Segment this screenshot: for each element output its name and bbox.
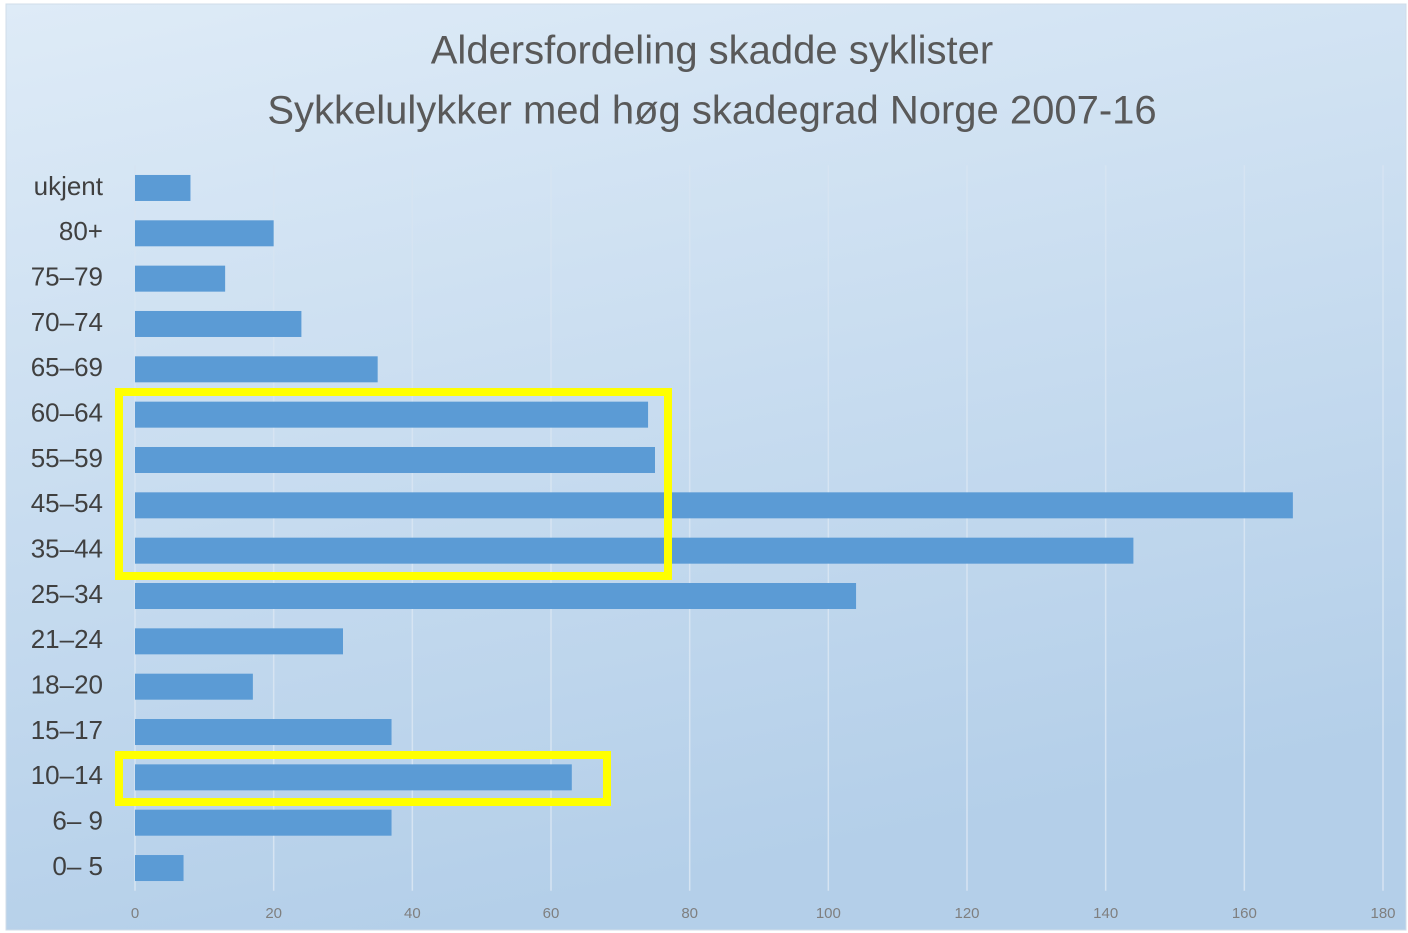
chart-title: Aldersfordeling skadde syklister	[431, 29, 993, 73]
chart-subtitle: Sykkelulykker med høg skadegrad Norge 20…	[267, 89, 1156, 133]
y-tick-label: 75–79	[31, 262, 103, 292]
bar	[135, 809, 392, 836]
x-tick-label: 40	[404, 905, 421, 922]
y-tick-label: 80+	[59, 216, 103, 246]
y-tick-label: 45–54	[31, 488, 103, 518]
y-tick-label: 21–24	[31, 624, 103, 654]
y-tick-label: 0– 5	[52, 851, 103, 881]
y-tick-label: 10–14	[31, 760, 103, 790]
bar	[135, 446, 655, 473]
y-tick-label: 15–17	[31, 715, 103, 745]
bar	[135, 673, 253, 700]
highlight-box	[115, 388, 672, 580]
bar	[135, 310, 302, 337]
x-tick-label: 100	[816, 905, 841, 922]
y-tick-label: 60–64	[31, 398, 103, 428]
bar	[135, 537, 1134, 564]
y-tick-label: 6– 9	[52, 806, 103, 836]
x-tick-label: 20	[265, 905, 282, 922]
x-tick-label: 80	[681, 905, 698, 922]
bar	[135, 492, 1293, 519]
x-tick-label: 60	[543, 905, 560, 922]
x-tick-label: 120	[954, 905, 979, 922]
x-tick-label: 160	[1232, 905, 1257, 922]
x-tick-label: 140	[1093, 905, 1118, 922]
bar	[135, 719, 392, 746]
x-tick-label: 180	[1370, 905, 1395, 922]
bar	[135, 174, 191, 201]
y-tick-label: 55–59	[31, 443, 103, 473]
bar	[135, 855, 184, 882]
bar	[135, 401, 649, 428]
bar	[135, 265, 226, 292]
y-tick-label: 35–44	[31, 534, 103, 564]
highlight-box	[115, 751, 611, 806]
bar	[135, 764, 572, 791]
y-tick-label: ukjent	[34, 171, 104, 201]
x-tick-label: 0	[131, 905, 139, 922]
bar	[135, 628, 343, 655]
y-tick-label: 65–69	[31, 352, 103, 382]
y-tick-label: 70–74	[31, 307, 103, 337]
y-tick-label: 25–34	[31, 579, 103, 609]
bar	[135, 220, 274, 247]
y-tick-label: 18–20	[31, 670, 103, 700]
bar	[135, 583, 857, 610]
bar	[135, 356, 378, 383]
